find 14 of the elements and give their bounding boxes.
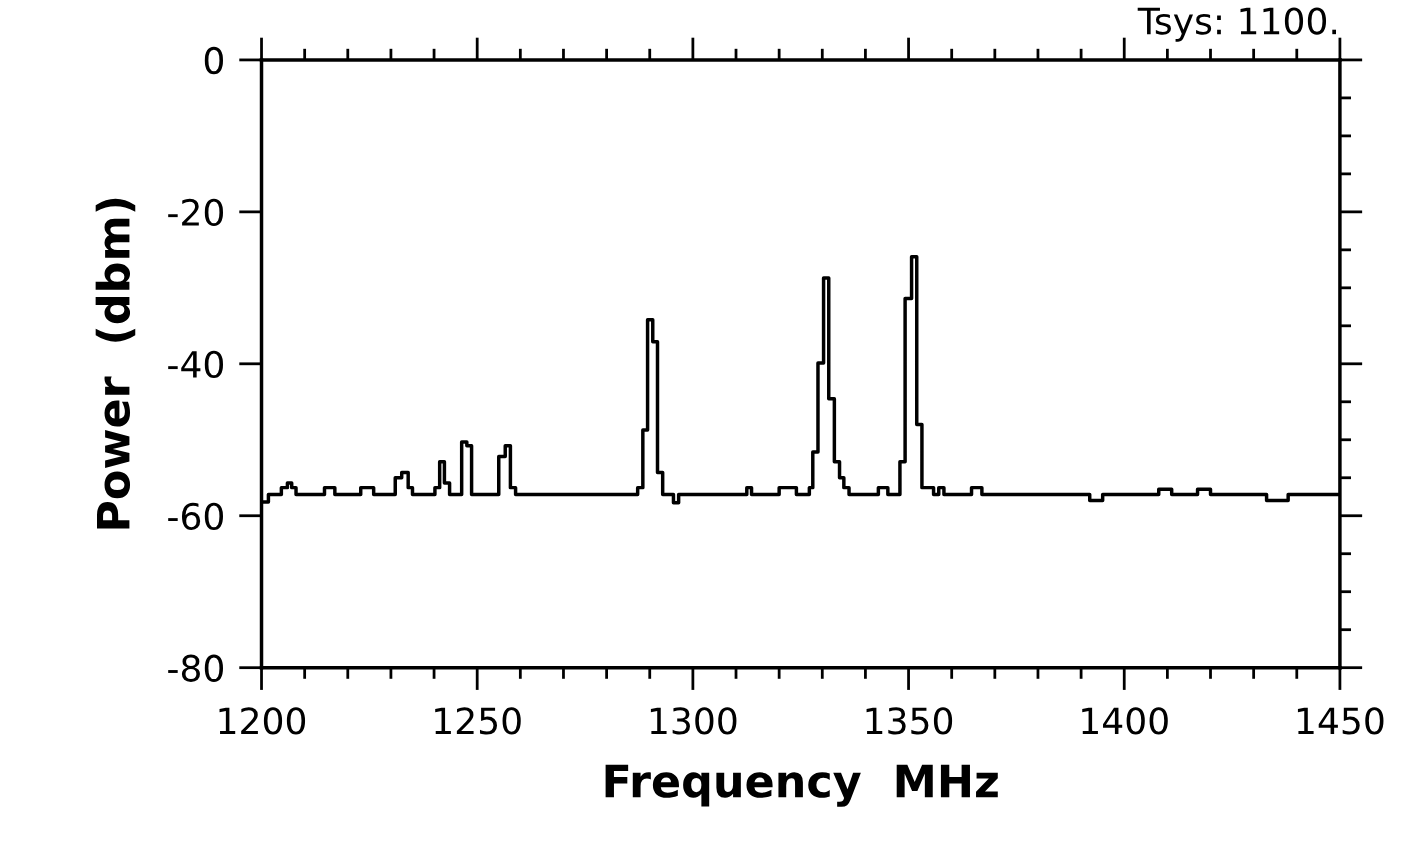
x-axis-title: Frequency MHz xyxy=(605,764,998,807)
x-tick-label: 1450 xyxy=(1297,707,1384,735)
x-tick-label: 1200 xyxy=(219,707,306,735)
y-tick-label: -80 xyxy=(168,654,224,682)
x-tick-label: 1300 xyxy=(650,707,737,735)
y-tick-label: -40 xyxy=(168,350,224,379)
x-tick-label: 1400 xyxy=(1082,707,1168,735)
text: Tsys: 1100. xyxy=(1137,7,1337,42)
y-tick-label: -20 xyxy=(168,198,224,227)
x-tick-label: 1250 xyxy=(435,707,521,735)
y-tick-label: 0 xyxy=(204,46,224,75)
y-axis-title: Power (dbm) xyxy=(95,198,136,529)
y-tick-label: -60 xyxy=(168,502,224,530)
x-tick-label: 1350 xyxy=(866,707,953,735)
